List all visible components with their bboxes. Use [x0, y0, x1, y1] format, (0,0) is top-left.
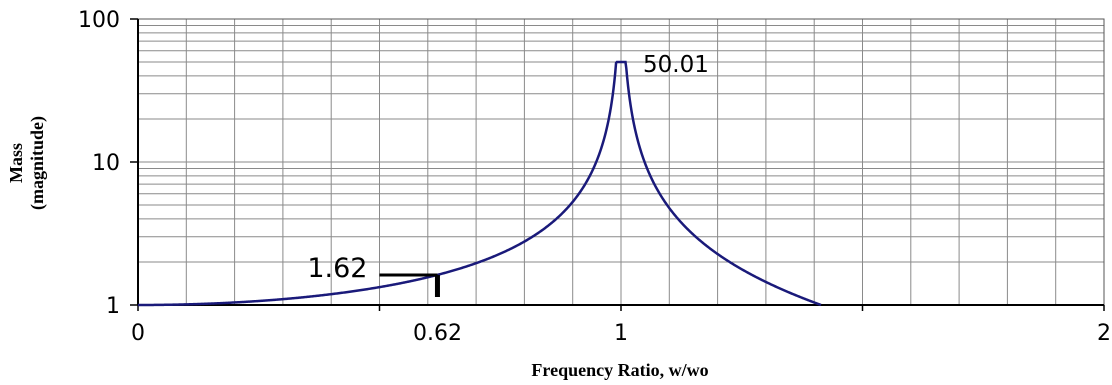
- point-annotation: 1.62: [307, 253, 367, 284]
- annotations: 50.01 1.62: [307, 52, 709, 297]
- x-tick-label: 1: [614, 321, 628, 346]
- x-tick-labels: 0 0.62 1 2: [131, 321, 1111, 346]
- y-axis-title-line2: (magnitude): [27, 116, 48, 210]
- y-tick-label: 10: [92, 151, 120, 176]
- y-tick-label: 100: [78, 8, 120, 33]
- y-tick-labels: 1 10 100: [78, 8, 120, 319]
- y-axis-title-line1: Mass: [6, 143, 26, 183]
- series-line: [138, 60, 822, 307]
- x-tick-label: 0.62: [413, 321, 462, 346]
- axes: [130, 18, 1105, 311]
- y-tick-label: 1: [106, 294, 120, 319]
- peak-annotation: 50.01: [643, 52, 709, 78]
- x-axis-title: Frequency Ratio, w/wo: [531, 360, 708, 380]
- x-tick-label: 2: [1097, 321, 1111, 346]
- x-tick-label: 0: [131, 321, 145, 346]
